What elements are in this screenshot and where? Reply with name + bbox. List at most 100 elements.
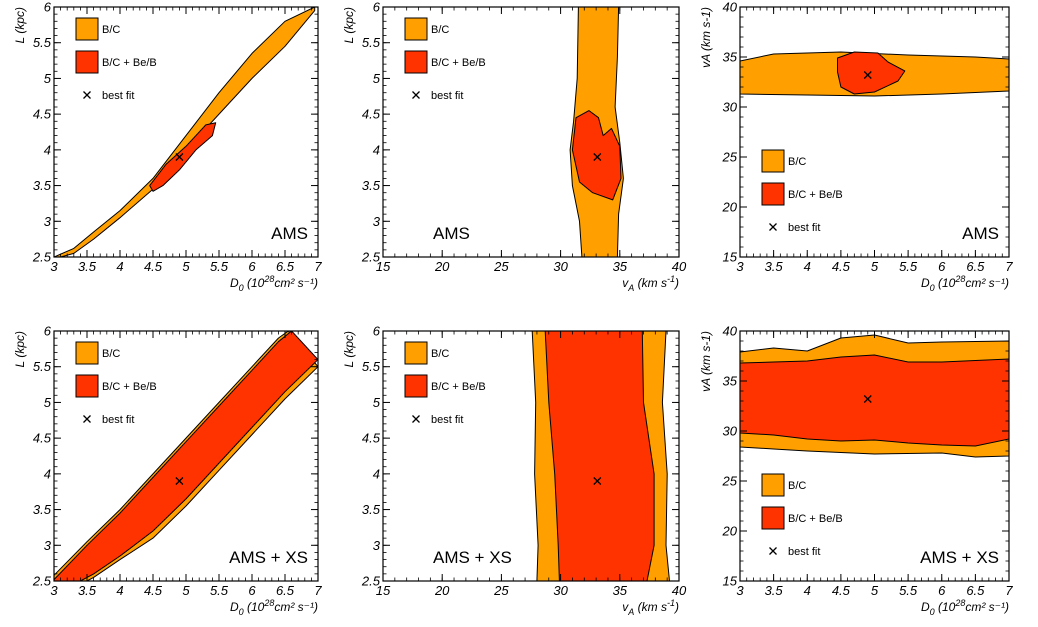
dataset-label: AMS: [433, 224, 470, 243]
x-axis-label: D0 (1028cm² s⁻¹): [921, 274, 1009, 293]
dataset-label: AMS + XS: [229, 548, 308, 567]
y-tick-label: 6: [44, 324, 52, 339]
x-tick-label: 20: [434, 259, 450, 274]
y-tick-label: 6: [44, 0, 52, 15]
legend-label-best-fit: best fit: [102, 90, 134, 102]
x-tick-label: 35: [613, 583, 628, 598]
region-bc-bebe: [54, 331, 318, 581]
x-tick-label: 7: [314, 259, 322, 274]
dataset-label: AMS: [271, 224, 308, 243]
x-tick-label: 5: [871, 583, 879, 598]
x-tick-label: 5.5: [210, 583, 229, 598]
x-tick-label: 6: [938, 583, 946, 598]
y-tick-label: 5.5: [33, 359, 52, 374]
y-tick-label: 3.5: [362, 502, 381, 517]
legend-label-best-fit: best fit: [431, 90, 463, 102]
confidence-regions: [54, 331, 318, 581]
y-tick-label: 4: [44, 142, 51, 157]
legend-marker-best-fit: [769, 223, 777, 231]
x-tick-label: 4: [116, 583, 123, 598]
x-tick-label: 7: [1005, 259, 1013, 274]
legend-label-bc-bebe: B/C + Be/B: [431, 381, 486, 393]
x-axis-label: D0 (1028cm² s⁻¹): [230, 598, 318, 617]
plot-frame: [382, 6, 680, 258]
plot-frame: [382, 330, 680, 582]
legend-swatch-bc-bebe: [761, 506, 785, 530]
legend-swatch-bc: [761, 149, 785, 173]
legend-label-bc: B/C: [431, 348, 449, 360]
legend: B/C B/C + Be/B best fit: [75, 17, 157, 102]
legend-swatch-bc-bebe: [404, 374, 428, 398]
legend-swatch-bc-bebe: [75, 374, 99, 398]
x-tick-label: 4.5: [144, 259, 163, 274]
y-tick-label: 40: [723, 0, 738, 15]
legend-swatch-bc: [761, 473, 785, 497]
x-tick-label: 15: [376, 259, 391, 274]
y-tick-label: 2.5: [361, 574, 381, 589]
legend-label-best-fit: best fit: [788, 222, 820, 234]
y-tick-label: 30: [723, 424, 738, 439]
y-tick-label: 5: [44, 395, 52, 410]
legend-label-bc: B/C: [431, 24, 449, 36]
x-tick-label: 25: [493, 583, 509, 598]
y-tick-label: 3: [44, 538, 52, 553]
x-axis-label: D0 (1028cm² s⁻¹): [921, 598, 1009, 617]
dataset-label: AMS + XS: [920, 548, 999, 567]
y-tick-label: 25: [722, 474, 738, 489]
confidence-regions: [740, 334, 1009, 458]
region-bc-bebe: [571, 110, 622, 201]
legend: B/C B/C + Be/B best fit: [761, 149, 843, 234]
x-tick-label: 4.5: [144, 583, 163, 598]
x-tick-label: 6.5: [966, 583, 985, 598]
region-bc: [54, 7, 316, 257]
confidence-regions: [740, 51, 1009, 97]
x-tick-label: 5: [182, 259, 190, 274]
y-tick-label: 4.5: [33, 107, 52, 122]
legend-label-bc: B/C: [102, 24, 120, 36]
x-tick-label: 15: [376, 583, 391, 598]
y-tick-label: 4: [373, 466, 380, 481]
y-tick-label: 5: [373, 71, 381, 86]
legend-label-best-fit: best fit: [431, 414, 463, 426]
legend-label-best-fit: best fit: [788, 546, 820, 558]
plot-frame: [739, 6, 1010, 258]
legend: B/C B/C + Be/B best fit: [761, 473, 843, 558]
legend-marker-best-fit: [83, 415, 91, 423]
y-tick-label: 40: [723, 324, 738, 339]
y-tick-label: 15: [723, 574, 738, 589]
x-axis-label: D0 (1028cm² s⁻¹): [230, 274, 318, 293]
dataset-label: AMS + XS: [433, 548, 512, 567]
x-tick-label: 6.5: [276, 259, 295, 274]
y-tick-label: 4: [44, 466, 51, 481]
y-tick-label: 6: [373, 324, 381, 339]
x-tick-label: 30: [553, 259, 568, 274]
y-tick-label: 6: [373, 0, 381, 15]
y-tick-label: 2.5: [361, 250, 381, 265]
best-fit-marker: [863, 395, 872, 403]
y-tick-label: 35: [723, 374, 738, 389]
legend-label-bc-bebe: B/C + Be/B: [788, 189, 843, 201]
y-tick-label: 3: [44, 214, 52, 229]
y-axis-label: L (kpc): [342, 7, 356, 43]
y-tick-label: 15: [723, 250, 738, 265]
y-tick-label: 35: [723, 50, 738, 65]
x-tick-label: 25: [493, 259, 509, 274]
x-tick-label: 5: [182, 583, 190, 598]
legend: B/C B/C + Be/B best fit: [404, 17, 486, 102]
best-fit-marker: [593, 477, 602, 485]
y-tick-label: 4.5: [362, 107, 381, 122]
x-tick-label: 6.5: [966, 259, 985, 274]
y-tick-label: 3.5: [362, 178, 381, 193]
panel-p12: 15 20 25 30 35 40 2.5 3 3.5 4 4.5 5 5.5 6 vA (km s-1) L…: [342, 0, 687, 293]
legend-swatch-bc-bebe: [75, 50, 99, 74]
legend: B/C B/C + Be/B best fit: [404, 341, 486, 426]
x-tick-label: 7: [314, 583, 322, 598]
legend-label-bc: B/C: [788, 480, 806, 492]
x-tick-label: 4: [804, 259, 811, 274]
x-tick-label: 3: [736, 583, 744, 598]
y-tick-label: 5.5: [33, 35, 52, 50]
y-tick-label: 5: [44, 71, 52, 86]
